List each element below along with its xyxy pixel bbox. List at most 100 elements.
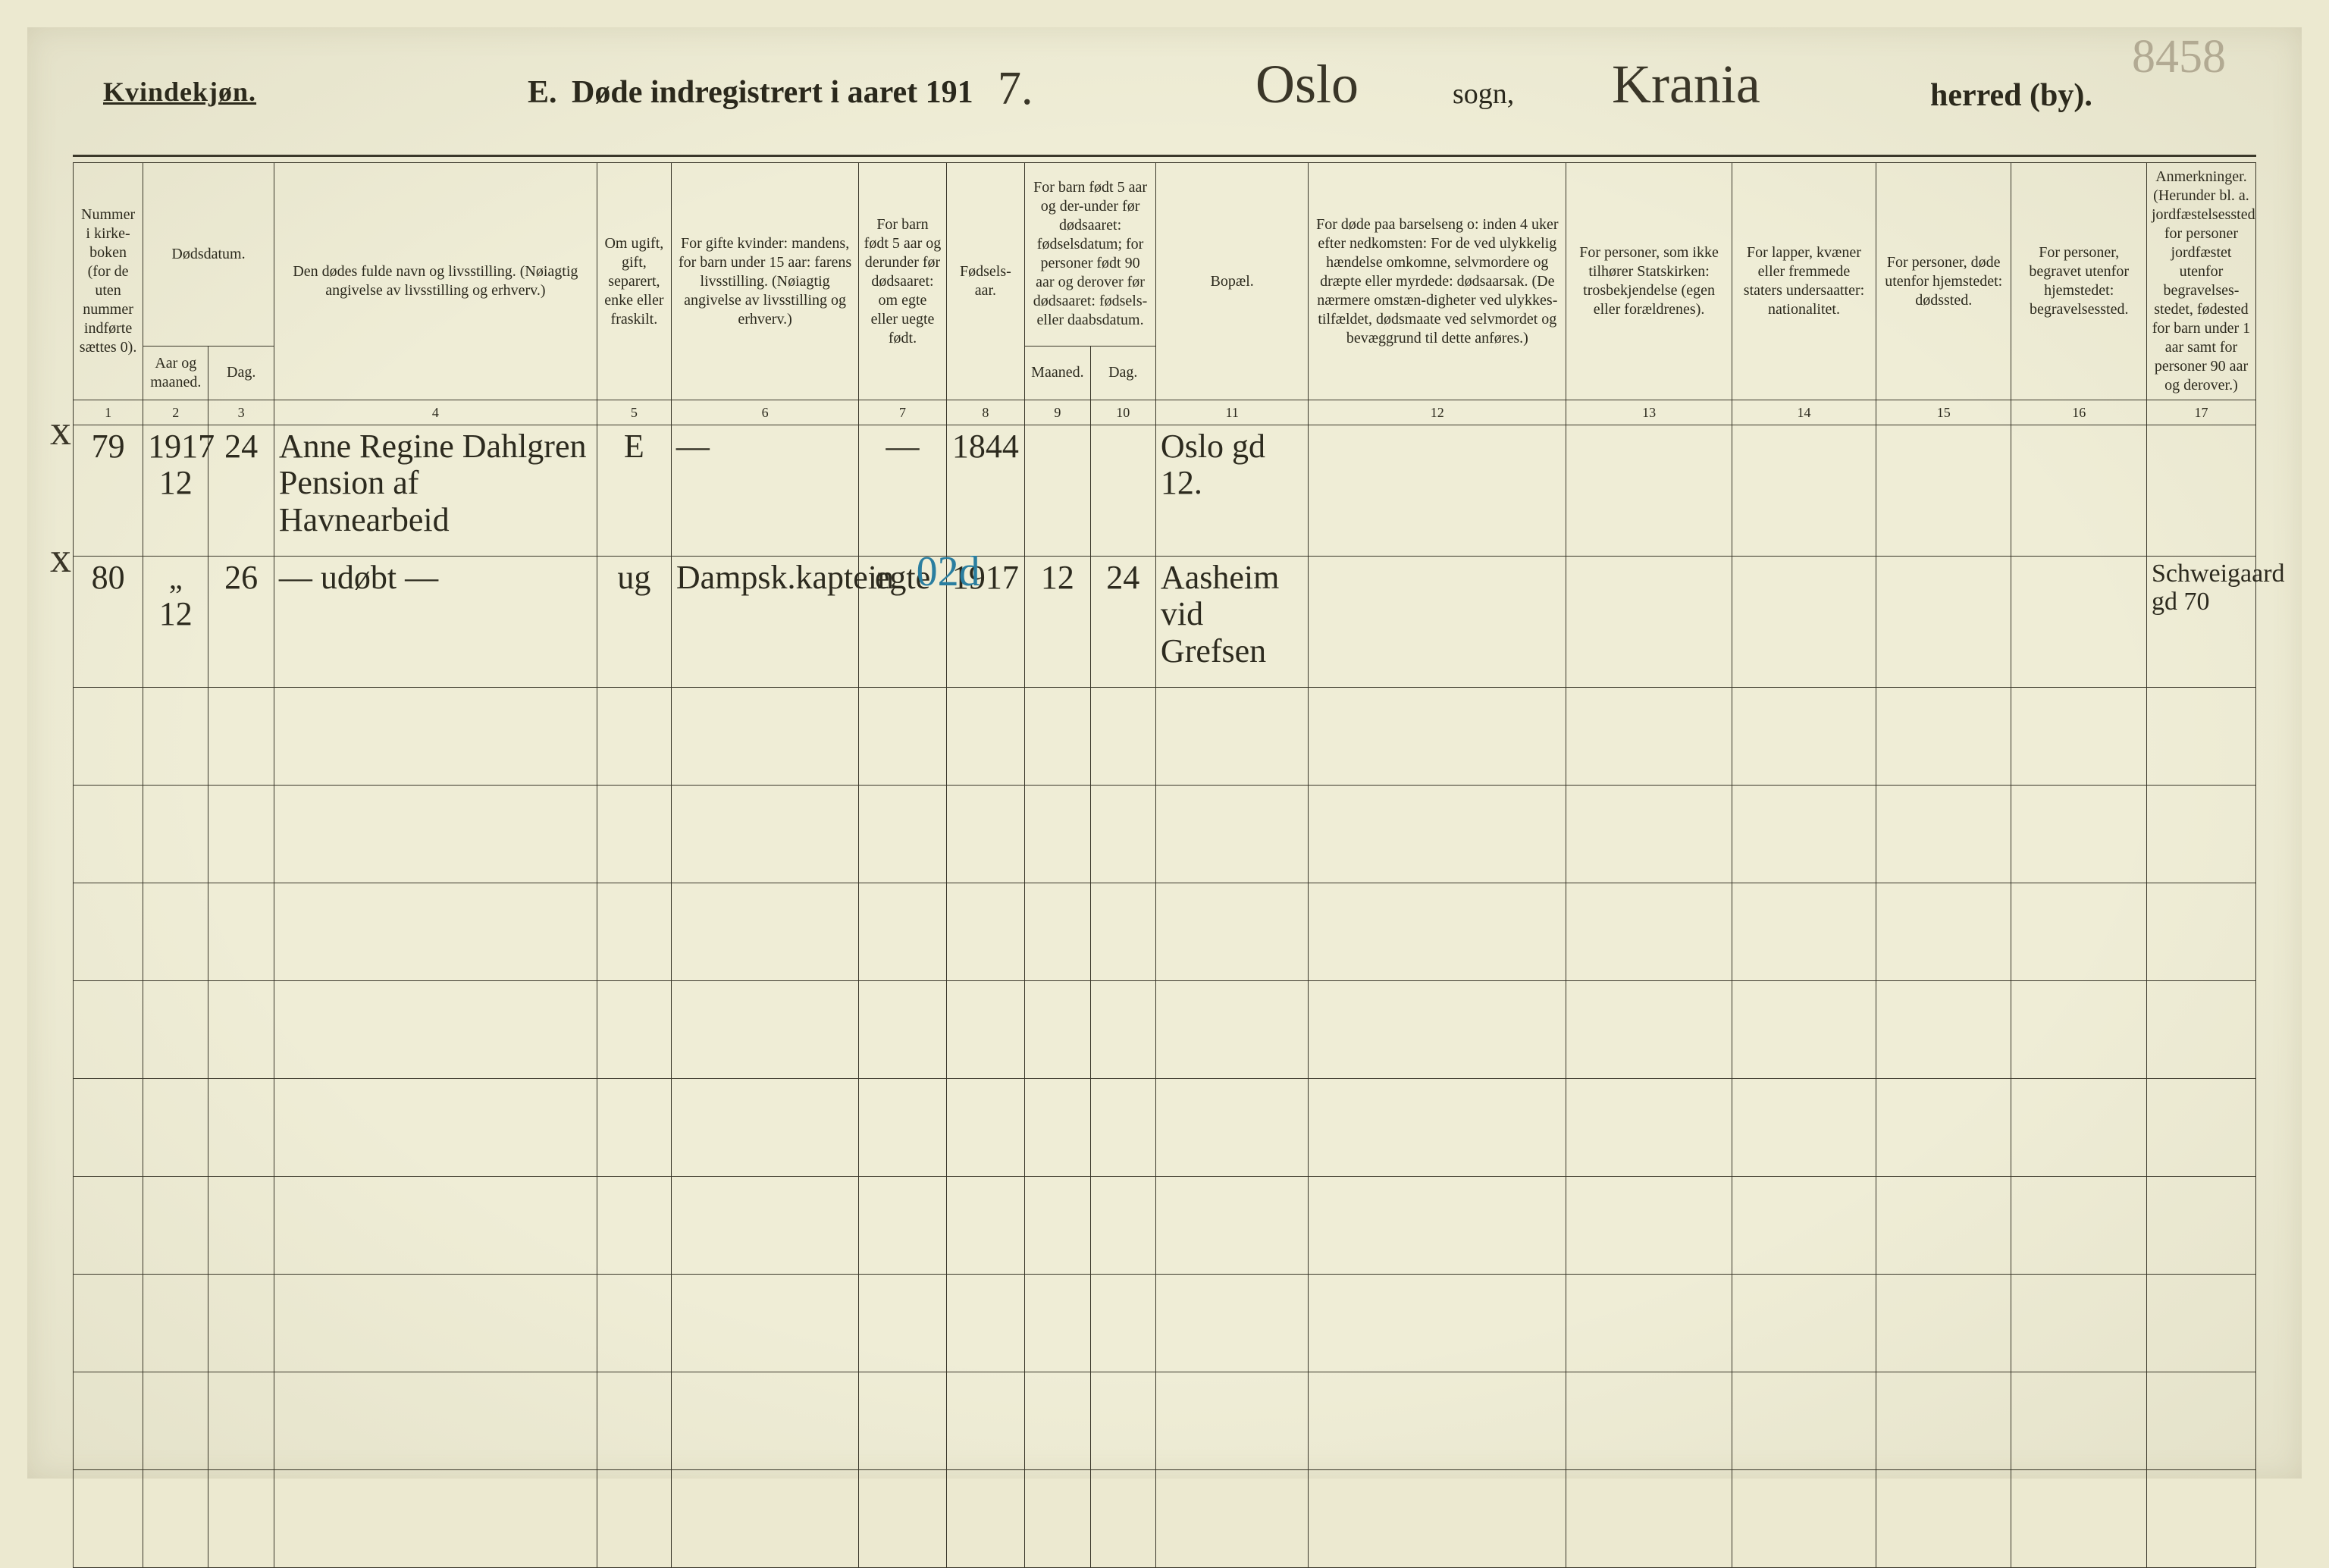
- cell: [1025, 981, 1090, 1079]
- cell: [1025, 1079, 1090, 1177]
- col-header: Om ugift, gift, separert, enke eller fra…: [597, 163, 671, 400]
- cell: [274, 1372, 597, 1470]
- cell: [1566, 981, 1732, 1079]
- cell: [1090, 1275, 1155, 1372]
- col-subheader: Dag.: [208, 346, 274, 400]
- cell: [208, 786, 274, 883]
- sogn-handwritten: Oslo: [1255, 53, 1359, 116]
- cell: [1155, 688, 1309, 786]
- cell: [208, 1177, 274, 1275]
- row-mark-x: x: [50, 406, 71, 455]
- table-row: 7919171224Anne Regine DahlgrenPension af…: [74, 425, 2256, 557]
- father-occupation: —: [671, 425, 859, 557]
- cell: [946, 1470, 1025, 1568]
- cell: [1732, 1079, 1876, 1177]
- col-number: 6: [671, 400, 859, 425]
- col-number: 7: [859, 400, 946, 425]
- cell: [208, 883, 274, 981]
- cell: [597, 1079, 671, 1177]
- cell: [671, 1177, 859, 1275]
- cell: [597, 1470, 671, 1568]
- row-mark-x: x: [50, 534, 71, 582]
- cell: [1566, 1470, 1732, 1568]
- cell: [274, 688, 597, 786]
- cause-of-death: [1309, 425, 1566, 557]
- title-text: Døde indregistrert i aaret 191: [572, 74, 973, 111]
- cell: [1309, 883, 1566, 981]
- col-header: Bopæl.: [1155, 163, 1309, 400]
- cell: [1155, 1470, 1309, 1568]
- father-occupation: Dampsk.kaptein: [671, 557, 859, 688]
- cell: [1732, 1177, 1876, 1275]
- cell: [74, 1079, 143, 1177]
- cell: [2146, 1177, 2255, 1275]
- top-rule: [73, 155, 2256, 157]
- cell: [597, 786, 671, 883]
- paper-page: 8458 Kvindekjøn. E. Døde indregistrert i…: [27, 27, 2302, 1479]
- cell: [1309, 981, 1566, 1079]
- confession: [1566, 425, 1732, 557]
- cell: [2011, 688, 2146, 786]
- col-number: 15: [1876, 400, 2011, 425]
- cell: [1155, 883, 1309, 981]
- cell: [2146, 786, 2255, 883]
- col-number: 11: [1155, 400, 1309, 425]
- cell: [2011, 1079, 2146, 1177]
- cell: [2146, 688, 2255, 786]
- cell: [1876, 688, 2011, 786]
- col-number: 1: [74, 400, 143, 425]
- cell: [2011, 1372, 2146, 1470]
- cell: [2011, 883, 2146, 981]
- nationality: [1732, 557, 1876, 688]
- cell: [1090, 1079, 1155, 1177]
- cell: [1025, 883, 1090, 981]
- cell: [671, 688, 859, 786]
- cell: [1090, 1372, 1155, 1470]
- title-E: E.: [528, 74, 557, 111]
- col-number: 3: [208, 400, 274, 425]
- remarks: [2146, 425, 2255, 557]
- cell: [1155, 1372, 1309, 1470]
- cell: [1732, 688, 1876, 786]
- name-and-occupation: — udøbt —: [274, 557, 597, 688]
- cell: [143, 688, 208, 786]
- cell: [74, 688, 143, 786]
- name-and-occupation: Anne Regine DahlgrenPension af Havnearbe…: [274, 425, 597, 557]
- cell: [671, 1470, 859, 1568]
- table-row: [74, 1275, 2256, 1372]
- cell: [671, 981, 859, 1079]
- cell: [859, 1372, 946, 1470]
- table-row: [74, 981, 2256, 1079]
- cell: [1155, 1079, 1309, 1177]
- cell: [74, 1372, 143, 1470]
- death-day: 26: [208, 557, 274, 688]
- kvindekjonn-label: Kvindekjøn.: [103, 76, 256, 108]
- cell: [1090, 786, 1155, 883]
- col-header: Anmerkninger. (Herunder bl. a. jordfæste…: [2146, 163, 2255, 400]
- cell: [143, 1177, 208, 1275]
- cell: [1025, 1372, 1090, 1470]
- cell: [143, 981, 208, 1079]
- col-header: For lapper, kvæner eller fremmede stater…: [1732, 163, 1876, 400]
- col-header: For døde paa barselseng o: inden 4 uker …: [1309, 163, 1566, 400]
- cell: [143, 883, 208, 981]
- cell: [859, 1079, 946, 1177]
- cell: [1732, 883, 1876, 981]
- birth-day: [1090, 425, 1155, 557]
- cell: [274, 981, 597, 1079]
- col-number: 13: [1566, 400, 1732, 425]
- col-header: For barn født 5 aar og der-under før død…: [1025, 163, 1156, 347]
- cell: [859, 981, 946, 1079]
- cell: [1876, 981, 2011, 1079]
- cell: [274, 1177, 597, 1275]
- cell: [74, 883, 143, 981]
- cell: [274, 786, 597, 883]
- cell: [859, 883, 946, 981]
- cell: [1090, 1470, 1155, 1568]
- herred-label: herred (by).: [1930, 77, 2092, 114]
- burial-place: [2011, 425, 2146, 557]
- cell: [2011, 981, 2146, 1079]
- cell: [671, 1372, 859, 1470]
- cell: [208, 1275, 274, 1372]
- cell: [2011, 1177, 2146, 1275]
